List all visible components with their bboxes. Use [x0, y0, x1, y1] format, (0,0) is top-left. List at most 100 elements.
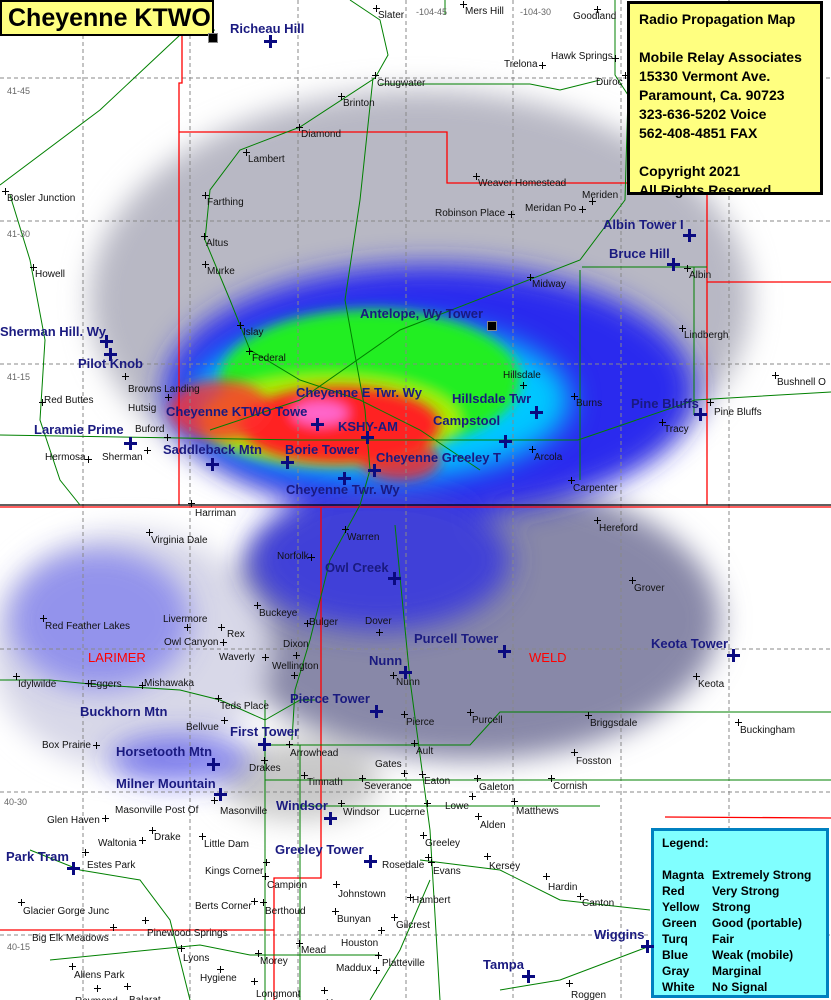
tower-label-pine-bluffs[interactable]: Pine Bluffs: [631, 396, 699, 411]
legend-meaning: No Signal: [712, 980, 768, 994]
tower-marker-icon[interactable]: [324, 812, 337, 825]
tower-label-sherman-hill-wy[interactable]: Sherman Hill. Wy: [0, 324, 106, 339]
tower-marker-icon[interactable]: [338, 472, 351, 485]
tower-label-cheyenne-ktwo-towe[interactable]: Cheyenne KTWO Towe: [166, 404, 308, 419]
tower-marker-icon[interactable]: [281, 456, 294, 469]
pointer-arrow-icon: [487, 321, 497, 331]
tower-label-first-tower[interactable]: First Tower: [230, 724, 300, 739]
town-label-glen-haven: Glen Haven: [47, 815, 100, 826]
town-label-hermosa: Hermosa: [45, 452, 86, 463]
town-label-gates: Gates: [375, 759, 402, 770]
town-marker-icon: [102, 815, 109, 822]
town-label-farthing: Farthing: [207, 197, 244, 208]
tower-marker-icon[interactable]: [498, 645, 511, 658]
tower-label-buckhorn-mtn[interactable]: Buckhorn Mtn: [80, 704, 168, 719]
legend-color-name: White: [662, 980, 695, 994]
tower-label-horsetooth-mtn[interactable]: Horsetooth Mtn: [116, 744, 213, 759]
town-marker-icon: [110, 924, 117, 931]
tower-label-pilot-knob[interactable]: Pilot Knob: [78, 356, 143, 371]
tower-marker-icon[interactable]: [370, 705, 383, 718]
tower-label-purcell-tower[interactable]: Purcell Tower: [414, 631, 499, 646]
tower-marker-icon[interactable]: [124, 437, 137, 450]
town-label-eaton: Eaton: [424, 776, 451, 787]
tower-label-albin-tower-i[interactable]: Albin Tower I: [603, 217, 684, 232]
tower-label-owl-creek[interactable]: Owl Creek: [325, 560, 389, 575]
tower-label-pierce-tower[interactable]: Pierce Tower: [290, 691, 370, 706]
town-marker-icon: [94, 985, 101, 992]
town-label-hardin: Hardin: [548, 882, 578, 893]
tower-marker-icon[interactable]: [727, 649, 740, 662]
town-label-idylwilde: Idylwilde: [18, 679, 57, 690]
info-copyright: Copyright 2021: [639, 163, 741, 179]
town-label-browns-landing: Browns Landing: [128, 384, 200, 395]
tower-marker-icon[interactable]: [361, 431, 374, 444]
tower-marker-icon[interactable]: [667, 258, 680, 271]
town-marker-icon: [594, 517, 601, 524]
tower-label-keota-tower[interactable]: Keota Tower: [651, 636, 729, 651]
tower-marker-icon[interactable]: [388, 572, 401, 585]
tower-label-park-tram[interactable]: Park Tram: [6, 849, 69, 864]
tower-marker-icon[interactable]: [368, 464, 381, 477]
tower-label-cheyenne-twr-wy[interactable]: Cheyenne Twr. Wy: [286, 482, 400, 497]
town-label-mishawaka: Mishawaka: [144, 678, 195, 689]
tower-marker-icon[interactable]: [100, 335, 113, 348]
town-label-brinton: Brinton: [343, 98, 375, 109]
tower-label-kshy-am[interactable]: KSHY-AM: [338, 419, 398, 434]
tower-marker-icon[interactable]: [207, 758, 220, 771]
tower-marker-icon[interactable]: [258, 738, 271, 751]
town-marker-icon: [263, 859, 270, 866]
grid-label: 41-30: [7, 229, 31, 239]
tower-marker-icon[interactable]: [364, 855, 377, 868]
tower-label-antelope-wy-tower[interactable]: Antelope, Wy Tower: [360, 306, 484, 321]
tower-marker-icon[interactable]: [530, 406, 543, 419]
town-marker-icon: [164, 434, 171, 441]
tower-label-bruce-hill[interactable]: Bruce Hill: [609, 246, 670, 261]
town-marker-icon: [165, 394, 172, 401]
town-marker-icon: [693, 673, 700, 680]
tower-label-wiggins[interactable]: Wiggins: [594, 927, 645, 942]
tower-marker-icon[interactable]: [499, 435, 512, 448]
town-marker-icon: [332, 908, 339, 915]
tower-label-laramie-prime[interactable]: Laramie Prime: [34, 422, 124, 437]
tower-label-cheyenne-greeley-t[interactable]: Cheyenne Greeley T: [376, 450, 501, 465]
tower-label-hillsdale-twr[interactable]: Hillsdale Twr: [452, 391, 532, 406]
tower-label-saddleback-mtn[interactable]: Saddleback Mtn: [163, 442, 262, 457]
tower-label-borie-tower[interactable]: Borie Tower: [285, 442, 360, 457]
tower-marker-icon[interactable]: [214, 788, 227, 801]
tower-label-windsor[interactable]: Windsor: [276, 798, 328, 813]
tower-label-richeau-hill[interactable]: Richeau Hill: [230, 21, 305, 36]
town-label-owl-canyon: Owl Canyon: [164, 637, 219, 648]
tower-marker-icon[interactable]: [206, 458, 219, 471]
town-label-mers-hill: Mers Hill: [465, 6, 504, 17]
town-label-masonville-post-of: Masonville Post Of: [115, 805, 199, 816]
tower-label-greeley-tower[interactable]: Greeley Tower: [275, 842, 364, 857]
town-label-lyons: Lyons: [183, 953, 210, 964]
tower-marker-icon[interactable]: [67, 862, 80, 875]
town-marker-icon: [684, 265, 691, 272]
town-marker-icon: [301, 772, 308, 779]
tower-label-tampa[interactable]: Tampa: [483, 957, 524, 972]
tower-marker-icon[interactable]: [641, 940, 654, 953]
tower-label-milner-mountain[interactable]: Milner Mountain: [116, 776, 216, 791]
tower-marker-icon[interactable]: [694, 408, 707, 421]
town-label-arrowhead: Arrowhead: [290, 748, 339, 759]
town-marker-icon: [291, 672, 298, 679]
tower-marker-icon[interactable]: [683, 229, 696, 242]
tower-marker-icon[interactable]: [104, 348, 117, 361]
tower-marker-icon[interactable]: [264, 35, 277, 48]
tower-label-cheyenne-e-twr-wy[interactable]: Cheyenne E Twr. Wy: [296, 385, 422, 400]
town-label-windsor: Windsor: [343, 807, 380, 818]
tower-marker-icon[interactable]: [311, 418, 324, 431]
town-label-buford: Buford: [135, 424, 165, 435]
tower-marker-icon[interactable]: [399, 666, 412, 679]
town-label-berthoud: Berthoud: [265, 906, 306, 917]
town-label-maddux: Maddux: [336, 963, 372, 974]
town-label-bellvue: Bellvue: [186, 722, 219, 733]
town-marker-icon: [217, 966, 224, 973]
town-label-big-elk-meadows: Big Elk Meadows: [32, 933, 109, 944]
tower-label-nunn[interactable]: Nunn: [369, 653, 403, 668]
tower-marker-icon[interactable]: [522, 970, 535, 983]
town-label-johnstown: Johnstown: [338, 889, 386, 900]
tower-label-campstool[interactable]: Campstool: [433, 413, 501, 428]
